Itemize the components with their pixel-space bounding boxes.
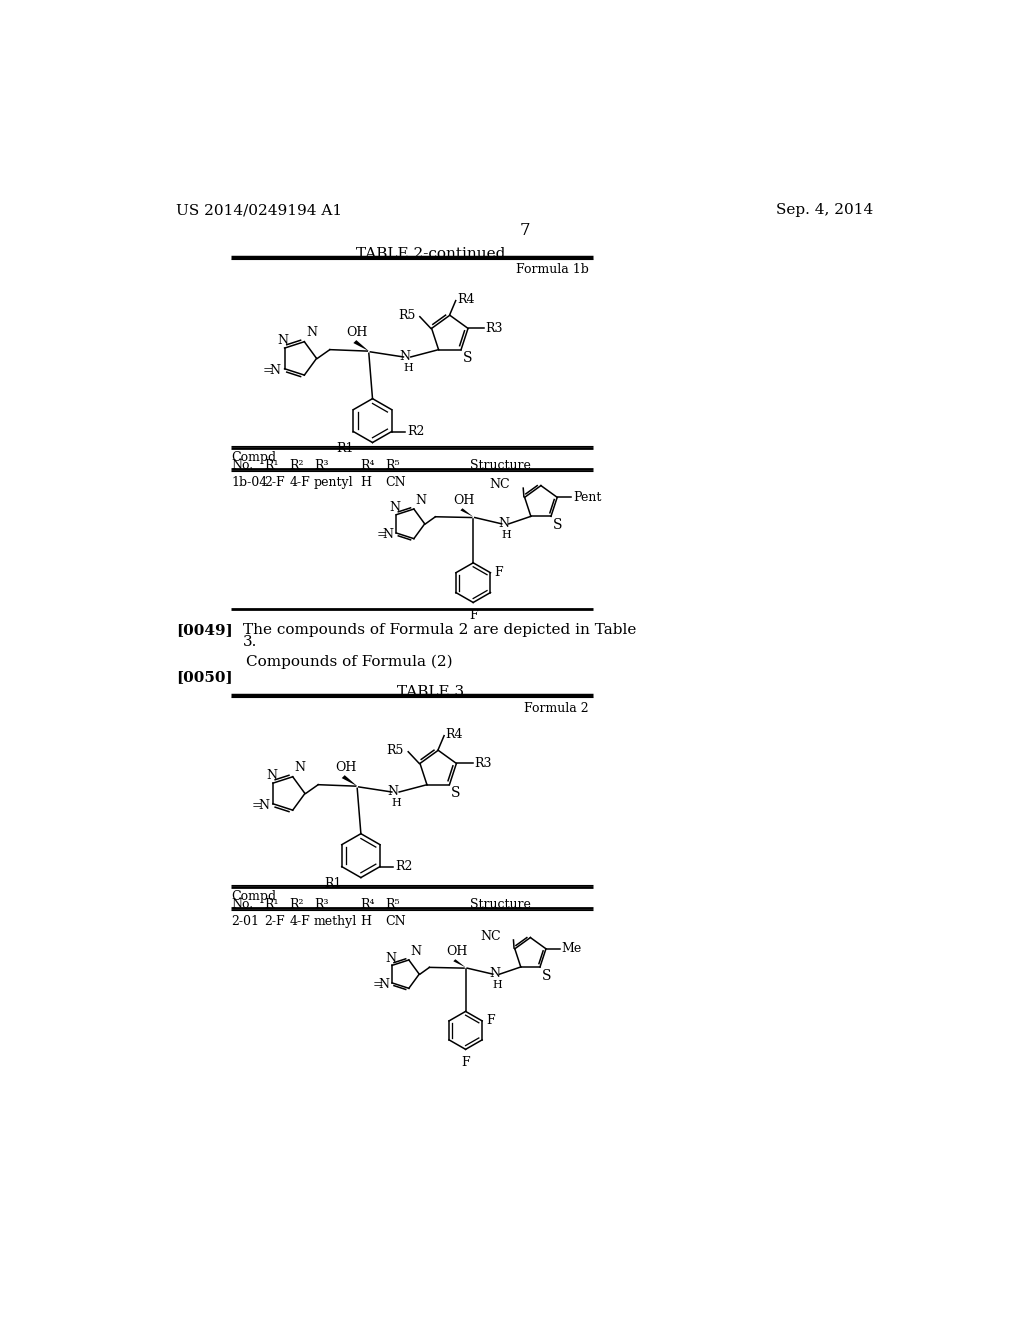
Text: F: F	[461, 1056, 470, 1068]
Text: R⁴: R⁴	[360, 459, 375, 473]
Text: S: S	[542, 969, 551, 982]
Text: R²: R²	[289, 899, 304, 911]
Text: Structure: Structure	[470, 459, 530, 473]
Text: R1: R1	[325, 876, 342, 890]
Text: N: N	[306, 326, 316, 339]
Text: 2-01: 2-01	[231, 915, 259, 928]
Polygon shape	[353, 341, 369, 351]
Text: N: N	[499, 516, 509, 529]
Text: NC: NC	[480, 931, 501, 942]
Text: Structure: Structure	[470, 899, 530, 911]
Text: N: N	[258, 799, 269, 812]
Text: =: =	[377, 528, 387, 541]
Text: No.: No.	[231, 899, 253, 911]
Text: CN: CN	[385, 475, 406, 488]
Text: H: H	[403, 363, 413, 372]
Text: N: N	[416, 494, 426, 507]
Polygon shape	[342, 775, 357, 787]
Text: R⁵: R⁵	[385, 459, 400, 473]
Text: Compounds of Formula (2): Compounds of Formula (2)	[246, 655, 453, 669]
Text: R⁴: R⁴	[360, 899, 375, 911]
Text: NC: NC	[489, 478, 510, 491]
Text: Sep. 4, 2014: Sep. 4, 2014	[776, 203, 873, 216]
Text: Formula 2: Formula 2	[524, 702, 589, 715]
Text: R5: R5	[386, 743, 403, 756]
Text: H: H	[360, 915, 372, 928]
Text: 2-F: 2-F	[264, 475, 285, 488]
Text: N: N	[266, 768, 276, 781]
Text: =: =	[263, 364, 273, 376]
Text: H: H	[502, 529, 512, 540]
Text: =: =	[252, 799, 262, 812]
Text: H: H	[360, 475, 372, 488]
Text: OH: OH	[335, 762, 356, 775]
Text: R1: R1	[336, 442, 353, 455]
Text: R²: R²	[289, 459, 304, 473]
Text: OH: OH	[454, 494, 474, 507]
Text: F: F	[495, 566, 503, 579]
Text: R3: R3	[485, 322, 503, 335]
Text: Formula 1b: Formula 1b	[516, 263, 589, 276]
Text: R³: R³	[314, 899, 329, 911]
Text: [0049]: [0049]	[176, 623, 232, 636]
Text: F: F	[469, 609, 477, 622]
Text: N: N	[388, 784, 398, 797]
Text: US 2014/0249194 A1: US 2014/0249194 A1	[176, 203, 342, 216]
Text: H: H	[391, 797, 401, 808]
Text: Me: Me	[561, 942, 582, 956]
Text: R2: R2	[408, 425, 425, 438]
Text: S: S	[553, 517, 562, 532]
Text: N: N	[278, 334, 289, 347]
Text: N: N	[378, 978, 389, 991]
Polygon shape	[454, 960, 466, 968]
Text: 1b-04: 1b-04	[231, 475, 267, 488]
Text: methyl: methyl	[314, 915, 357, 928]
Text: N: N	[382, 528, 393, 541]
Polygon shape	[461, 508, 473, 516]
Text: S: S	[463, 351, 472, 366]
Text: R4: R4	[457, 293, 475, 306]
Text: [0050]: [0050]	[176, 671, 232, 685]
Text: Pent: Pent	[572, 491, 601, 504]
Text: 4-F: 4-F	[289, 475, 310, 488]
Text: 2-F: 2-F	[264, 915, 285, 928]
Text: pentyl: pentyl	[314, 475, 353, 488]
Text: Compd: Compd	[231, 451, 276, 465]
Text: N: N	[389, 500, 400, 513]
Text: R5: R5	[398, 309, 416, 322]
Text: S: S	[451, 787, 461, 800]
Text: R³: R³	[314, 459, 329, 473]
Text: TABLE 2-continued: TABLE 2-continued	[355, 247, 505, 261]
Text: No.: No.	[231, 459, 253, 473]
Text: H: H	[493, 979, 503, 990]
Text: OH: OH	[347, 326, 368, 339]
Text: N: N	[294, 760, 305, 774]
Text: N: N	[489, 966, 501, 979]
Text: TABLE 3: TABLE 3	[396, 685, 464, 700]
Text: N: N	[385, 952, 396, 965]
Text: N: N	[269, 364, 281, 376]
Text: N: N	[399, 350, 411, 363]
Text: R3: R3	[474, 756, 492, 770]
Text: R4: R4	[445, 727, 463, 741]
Text: N: N	[411, 945, 422, 957]
Text: CN: CN	[385, 915, 406, 928]
Text: R⁵: R⁵	[385, 899, 400, 911]
Text: R¹: R¹	[264, 899, 279, 911]
Text: =: =	[372, 978, 383, 991]
Text: R2: R2	[395, 861, 413, 873]
Text: The compounds of Formula 2 are depicted in Table: The compounds of Formula 2 are depicted …	[243, 623, 636, 636]
Text: 4-F: 4-F	[289, 915, 310, 928]
Text: R¹: R¹	[264, 459, 279, 473]
Text: OH: OH	[446, 945, 468, 958]
Text: 7: 7	[519, 222, 530, 239]
Text: 3.: 3.	[243, 635, 257, 649]
Text: F: F	[486, 1014, 495, 1027]
Text: Compd: Compd	[231, 890, 276, 903]
